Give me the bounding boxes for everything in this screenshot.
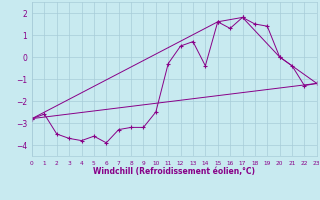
X-axis label: Windchill (Refroidissement éolien,°C): Windchill (Refroidissement éolien,°C) <box>93 167 255 176</box>
